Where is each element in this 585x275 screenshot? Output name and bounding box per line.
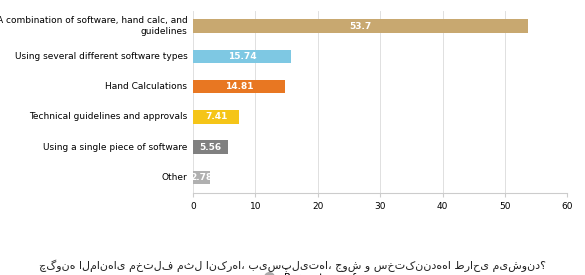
Bar: [193, 110, 239, 124]
Text: 53.7: 53.7: [349, 21, 371, 31]
Bar: [193, 140, 228, 154]
Text: 7.41: 7.41: [205, 112, 228, 121]
Legend: Percentage of responses: Percentage of responses: [254, 269, 416, 275]
Bar: [193, 170, 211, 184]
Text: 15.74: 15.74: [228, 52, 256, 61]
Text: 14.81: 14.81: [225, 82, 253, 91]
Text: چگونه المانهای مختلف مثل انکرها، بیس‌پلیت‌ها، جوش و سخت‌کنندهها طراحی می‌شوند؟: چگونه المانهای مختلف مثل انکرها، بیس‌پلی…: [39, 260, 546, 272]
Text: 5.56: 5.56: [199, 143, 222, 152]
Text: 2.78: 2.78: [191, 173, 213, 182]
Bar: [193, 50, 291, 63]
Bar: [193, 19, 528, 33]
Bar: [193, 80, 285, 94]
